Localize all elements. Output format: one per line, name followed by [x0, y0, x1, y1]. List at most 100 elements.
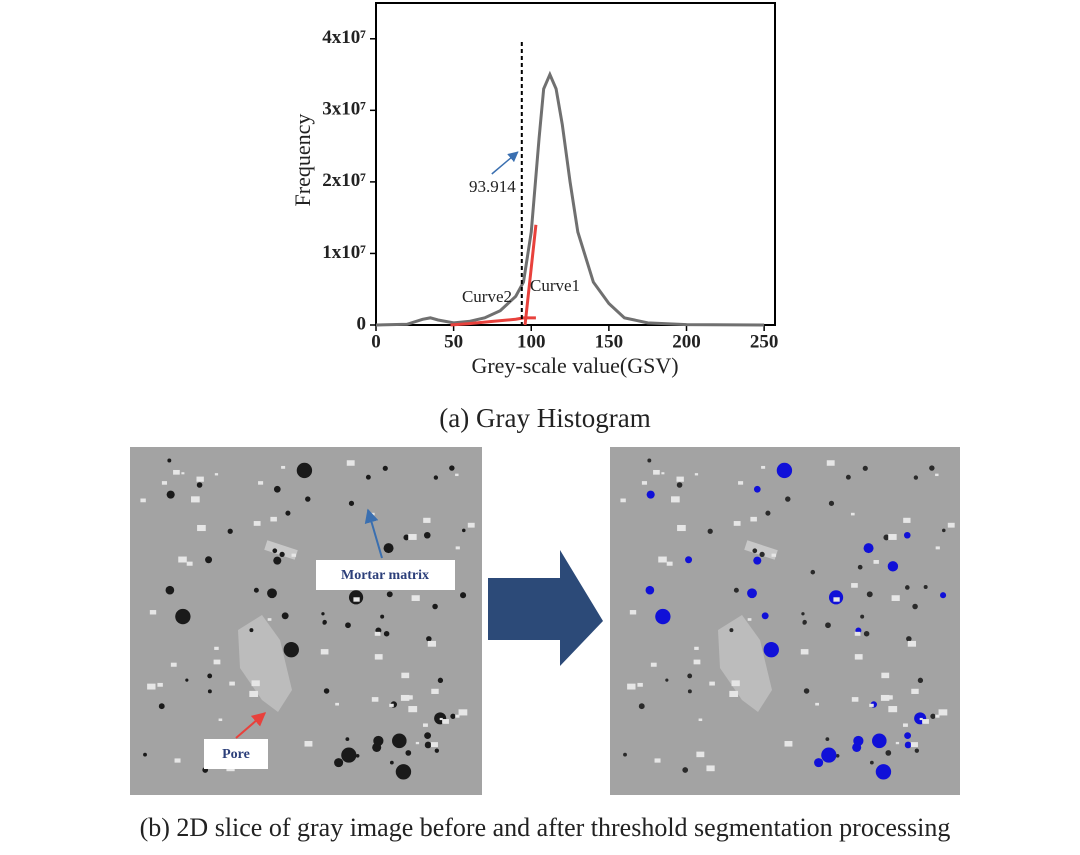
pore — [863, 543, 874, 554]
grain — [910, 742, 918, 748]
x-tick-label: 150 — [595, 331, 624, 352]
grain — [281, 465, 286, 469]
pore — [733, 587, 739, 593]
x-tick-label: 100 — [517, 331, 546, 352]
y-tick-label: 0 — [357, 313, 367, 334]
y-tick-label: 1x10⁷ — [322, 242, 366, 263]
pore — [167, 458, 172, 463]
aggregate — [264, 540, 298, 560]
curve-label: Curve1 — [530, 276, 580, 295]
pore — [321, 612, 325, 616]
pore — [687, 689, 692, 694]
grain — [455, 546, 460, 550]
pore — [285, 510, 291, 516]
pore — [166, 490, 175, 499]
curve — [523, 224, 538, 326]
pore — [707, 528, 713, 534]
pore — [449, 465, 455, 471]
pore — [875, 764, 892, 780]
pore — [345, 737, 350, 742]
pore — [765, 510, 771, 516]
pore — [323, 688, 330, 694]
pore — [383, 630, 390, 637]
grain — [815, 702, 819, 706]
pore — [207, 689, 212, 694]
grain — [335, 702, 339, 706]
grain — [258, 481, 264, 485]
pore — [395, 764, 412, 780]
y-axis-title: Frequency — [290, 114, 315, 207]
grain — [408, 706, 418, 713]
pore — [887, 561, 899, 572]
image-panels — [130, 447, 960, 795]
grain — [174, 758, 181, 763]
pore — [665, 678, 669, 682]
grain — [677, 524, 686, 532]
grain — [423, 517, 431, 523]
grain — [851, 583, 858, 588]
grain — [455, 473, 459, 477]
grain — [826, 460, 835, 466]
grain — [888, 706, 898, 713]
grain — [676, 476, 684, 482]
grain — [891, 595, 900, 601]
grain — [229, 681, 235, 686]
pore — [825, 737, 830, 742]
grain — [784, 741, 793, 747]
pore — [450, 713, 456, 719]
pore — [828, 500, 835, 506]
grain — [658, 556, 667, 563]
pore — [207, 673, 213, 679]
grain — [733, 521, 741, 526]
curve-label: Curve2 — [462, 287, 512, 306]
grain — [729, 690, 739, 698]
grain — [650, 662, 657, 667]
grain — [196, 476, 204, 482]
pore — [322, 619, 327, 625]
grain — [653, 469, 660, 475]
pore — [860, 614, 865, 619]
grain — [389, 703, 394, 707]
pore — [863, 630, 870, 637]
grain — [320, 649, 329, 655]
grain — [800, 649, 809, 655]
grain — [833, 597, 840, 602]
pore — [158, 703, 165, 710]
grain — [731, 680, 740, 687]
pore — [759, 551, 765, 557]
grain — [431, 688, 439, 694]
y-tick-label: 3x10⁷ — [322, 99, 366, 120]
pore — [382, 465, 388, 471]
pore — [904, 741, 912, 749]
grain — [161, 481, 168, 485]
grain — [415, 741, 420, 745]
grain — [888, 534, 897, 540]
grain — [698, 718, 703, 722]
grain — [406, 695, 413, 700]
pore — [279, 551, 285, 557]
pore — [623, 752, 627, 757]
pore — [825, 622, 831, 629]
grain — [637, 682, 643, 687]
grain — [935, 714, 940, 718]
pore — [872, 733, 887, 749]
pore — [296, 462, 313, 479]
grain — [267, 618, 272, 621]
grain — [374, 631, 381, 636]
grain — [854, 654, 863, 660]
grain — [458, 709, 468, 716]
grain — [935, 546, 940, 550]
pore — [273, 556, 282, 565]
pore — [785, 496, 791, 502]
grain — [422, 723, 428, 727]
grain — [253, 521, 261, 526]
pore — [821, 747, 837, 763]
grain — [696, 751, 705, 758]
grain — [641, 481, 648, 485]
pore — [365, 474, 371, 480]
label-box — [204, 739, 268, 769]
grain — [895, 741, 900, 745]
grain — [851, 697, 859, 702]
grain — [251, 680, 260, 687]
